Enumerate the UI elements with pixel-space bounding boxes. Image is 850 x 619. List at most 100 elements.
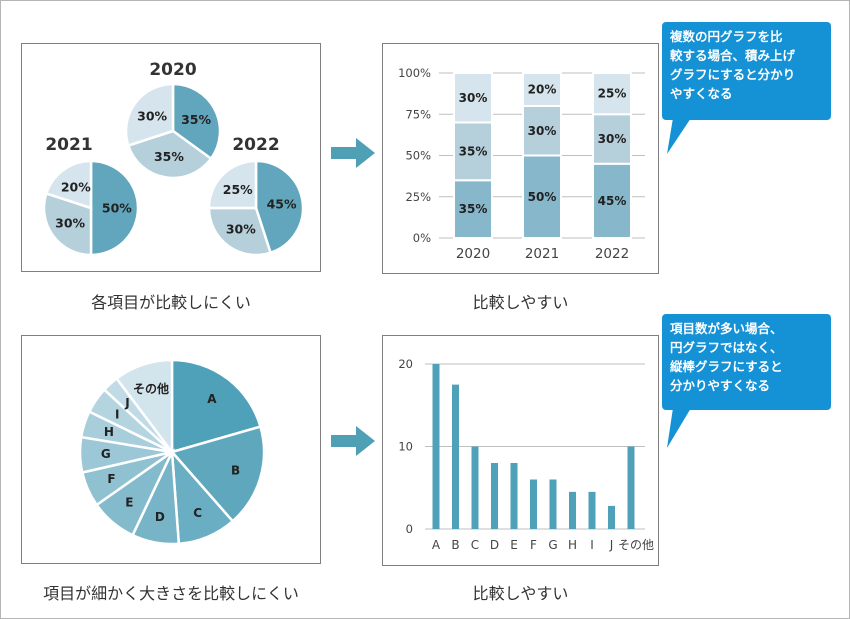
- callout-line: 円グラフではなく、: [670, 340, 783, 355]
- stacked-segment: [453, 72, 493, 124]
- column-bar: [549, 479, 557, 529]
- pie-slice: [124, 82, 175, 148]
- y-tick-label: 0%: [413, 231, 431, 245]
- many-pie-slice-label: A: [207, 392, 217, 406]
- pie-slice-label: 20%: [61, 180, 91, 195]
- callout-line: 縦棒グラフにすると: [670, 359, 783, 374]
- pie-slice: [89, 159, 140, 257]
- segment-label: 30%: [528, 124, 557, 138]
- pie-slice-label: 30%: [226, 221, 256, 236]
- many-pie-slice-label: H: [104, 425, 114, 439]
- column-bar: [627, 446, 635, 529]
- many-pie-slice-label: G: [101, 447, 111, 461]
- x-tick-label: A: [432, 538, 441, 552]
- caption-column: 比較しやすい: [472, 584, 569, 603]
- segment-label: 25%: [598, 87, 627, 101]
- many-pie-slice-label: C: [193, 506, 202, 520]
- right-arrow-icon: [331, 426, 375, 456]
- x-tick-label: H: [568, 538, 577, 552]
- stacked-segment: [522, 72, 562, 107]
- many-pie-slice-label: E: [125, 496, 133, 510]
- segment-label: 35%: [459, 202, 488, 216]
- stacked-segment: [522, 154, 562, 239]
- column-chart: 0 10 20 A B C D E F G H I J その他: [398, 357, 654, 552]
- callout-pointer-top: [667, 118, 691, 154]
- callout-stacked-tip: 複数の円グラフを比 較する場合、積み上げ グラフにすると分かり やすくなる: [662, 22, 831, 120]
- caption-stacked: 比較しやすい: [472, 293, 569, 312]
- pie-slice-label: 50%: [102, 201, 132, 216]
- pie-title: 2020: [149, 60, 196, 80]
- stacked-bar-panel: 0% 25% 50% 75% 100% 35% 35% 30% 2020 50% 30% 20% 202…: [382, 43, 659, 274]
- pie-slice: [207, 206, 273, 257]
- y-tick-label: 100%: [398, 66, 431, 80]
- many-pie-slice-label: その他: [133, 381, 169, 396]
- many-pie-slice: [170, 358, 262, 454]
- column-bar: [608, 505, 615, 529]
- pie-slice: [42, 191, 93, 257]
- callout-line: グラフにすると分かり: [670, 67, 796, 82]
- column-bar: [569, 491, 576, 529]
- x-tick-label: E: [510, 538, 518, 552]
- pie-slice-label: 45%: [267, 196, 297, 211]
- many-pie-panel: A B C D E F G H I J その他: [21, 335, 321, 564]
- multi-pie-charts: 2020 35% 35% 30% 2021 50% 30% 20% 2022 45% 30% 25%: [42, 60, 305, 257]
- y-tick-label: 20: [398, 357, 413, 371]
- pie-slice-label: 30%: [55, 216, 85, 231]
- stacked-segment: [592, 72, 632, 116]
- many-pie-slice-label: B: [231, 464, 240, 478]
- many-pie-slice-label: J: [124, 396, 129, 410]
- pie-title: 2022: [232, 135, 279, 155]
- x-tick-label: B: [451, 538, 459, 552]
- segment-label: 30%: [598, 132, 627, 146]
- right-arrow-shape: [331, 426, 375, 456]
- caption-many-pie: 項目が細かく大きさを比較しにくい: [43, 584, 299, 603]
- pie-slice-label: 30%: [137, 108, 167, 123]
- x-tick-label: J: [609, 538, 614, 552]
- segment-label: 45%: [598, 194, 627, 208]
- column-panel: 0 10 20 A B C D E F G H I J その他: [382, 335, 659, 566]
- pie-slice-label: 35%: [154, 149, 184, 164]
- y-tick-label: 50%: [405, 149, 431, 163]
- pie-slice: [126, 129, 213, 180]
- y-tick-label: 25%: [405, 190, 431, 204]
- x-tick-label: 2020: [456, 246, 490, 262]
- column-bar: [432, 364, 440, 529]
- callout-line: 複数の円グラフを比: [670, 29, 783, 44]
- many-pie-slice-label: D: [155, 510, 165, 524]
- x-tick-label: D: [490, 538, 499, 552]
- callout-line: やすくなる: [670, 86, 733, 101]
- y-tick-label: 10: [398, 440, 413, 454]
- column-bar: [510, 463, 518, 529]
- pie-slice: [171, 82, 222, 161]
- callout-line: 項目数が多い場合、: [670, 321, 783, 336]
- many-pie-slice-label: I: [115, 408, 119, 422]
- many-pie-slice: [169, 425, 266, 523]
- x-tick-label: F: [530, 538, 537, 552]
- column-bar: [530, 479, 537, 529]
- many-pie-slice-label: F: [107, 472, 115, 486]
- column-bar: [491, 463, 498, 529]
- pie-slice-label: 35%: [181, 112, 211, 127]
- callout-line: 分かりやすくなる: [670, 378, 771, 393]
- pie-slice: [44, 159, 93, 210]
- pie-slice: [207, 159, 258, 210]
- x-tick-label: I: [590, 538, 594, 552]
- pies-panel: 2020 35% 35% 30% 2021 50% 30% 20% 2022 45% 30% 25%: [21, 43, 321, 272]
- caption-pies: 各項目が比較しにくい: [91, 293, 251, 312]
- y-tick-label: 75%: [405, 107, 431, 121]
- segment-label: 20%: [528, 83, 557, 97]
- stacked-segment: [522, 105, 562, 157]
- y-tick-label: 0: [406, 522, 413, 536]
- callout-line: 較する場合、積み上げ: [670, 48, 796, 63]
- x-tick-label: 2021: [525, 246, 559, 262]
- column-bar: [452, 384, 459, 529]
- pie-title: 2021: [45, 135, 92, 155]
- x-tick-label: その他: [618, 538, 654, 552]
- pie-slice: [254, 159, 305, 255]
- x-tick-label: G: [548, 538, 557, 552]
- column-bar: [588, 491, 596, 529]
- stacked-segment: [592, 162, 632, 239]
- stacked-bar-chart: 0% 25% 50% 75% 100% 35% 35% 30% 2020 50% 30% 20% 202…: [398, 66, 645, 262]
- callout-pointer-bottom: [667, 408, 691, 448]
